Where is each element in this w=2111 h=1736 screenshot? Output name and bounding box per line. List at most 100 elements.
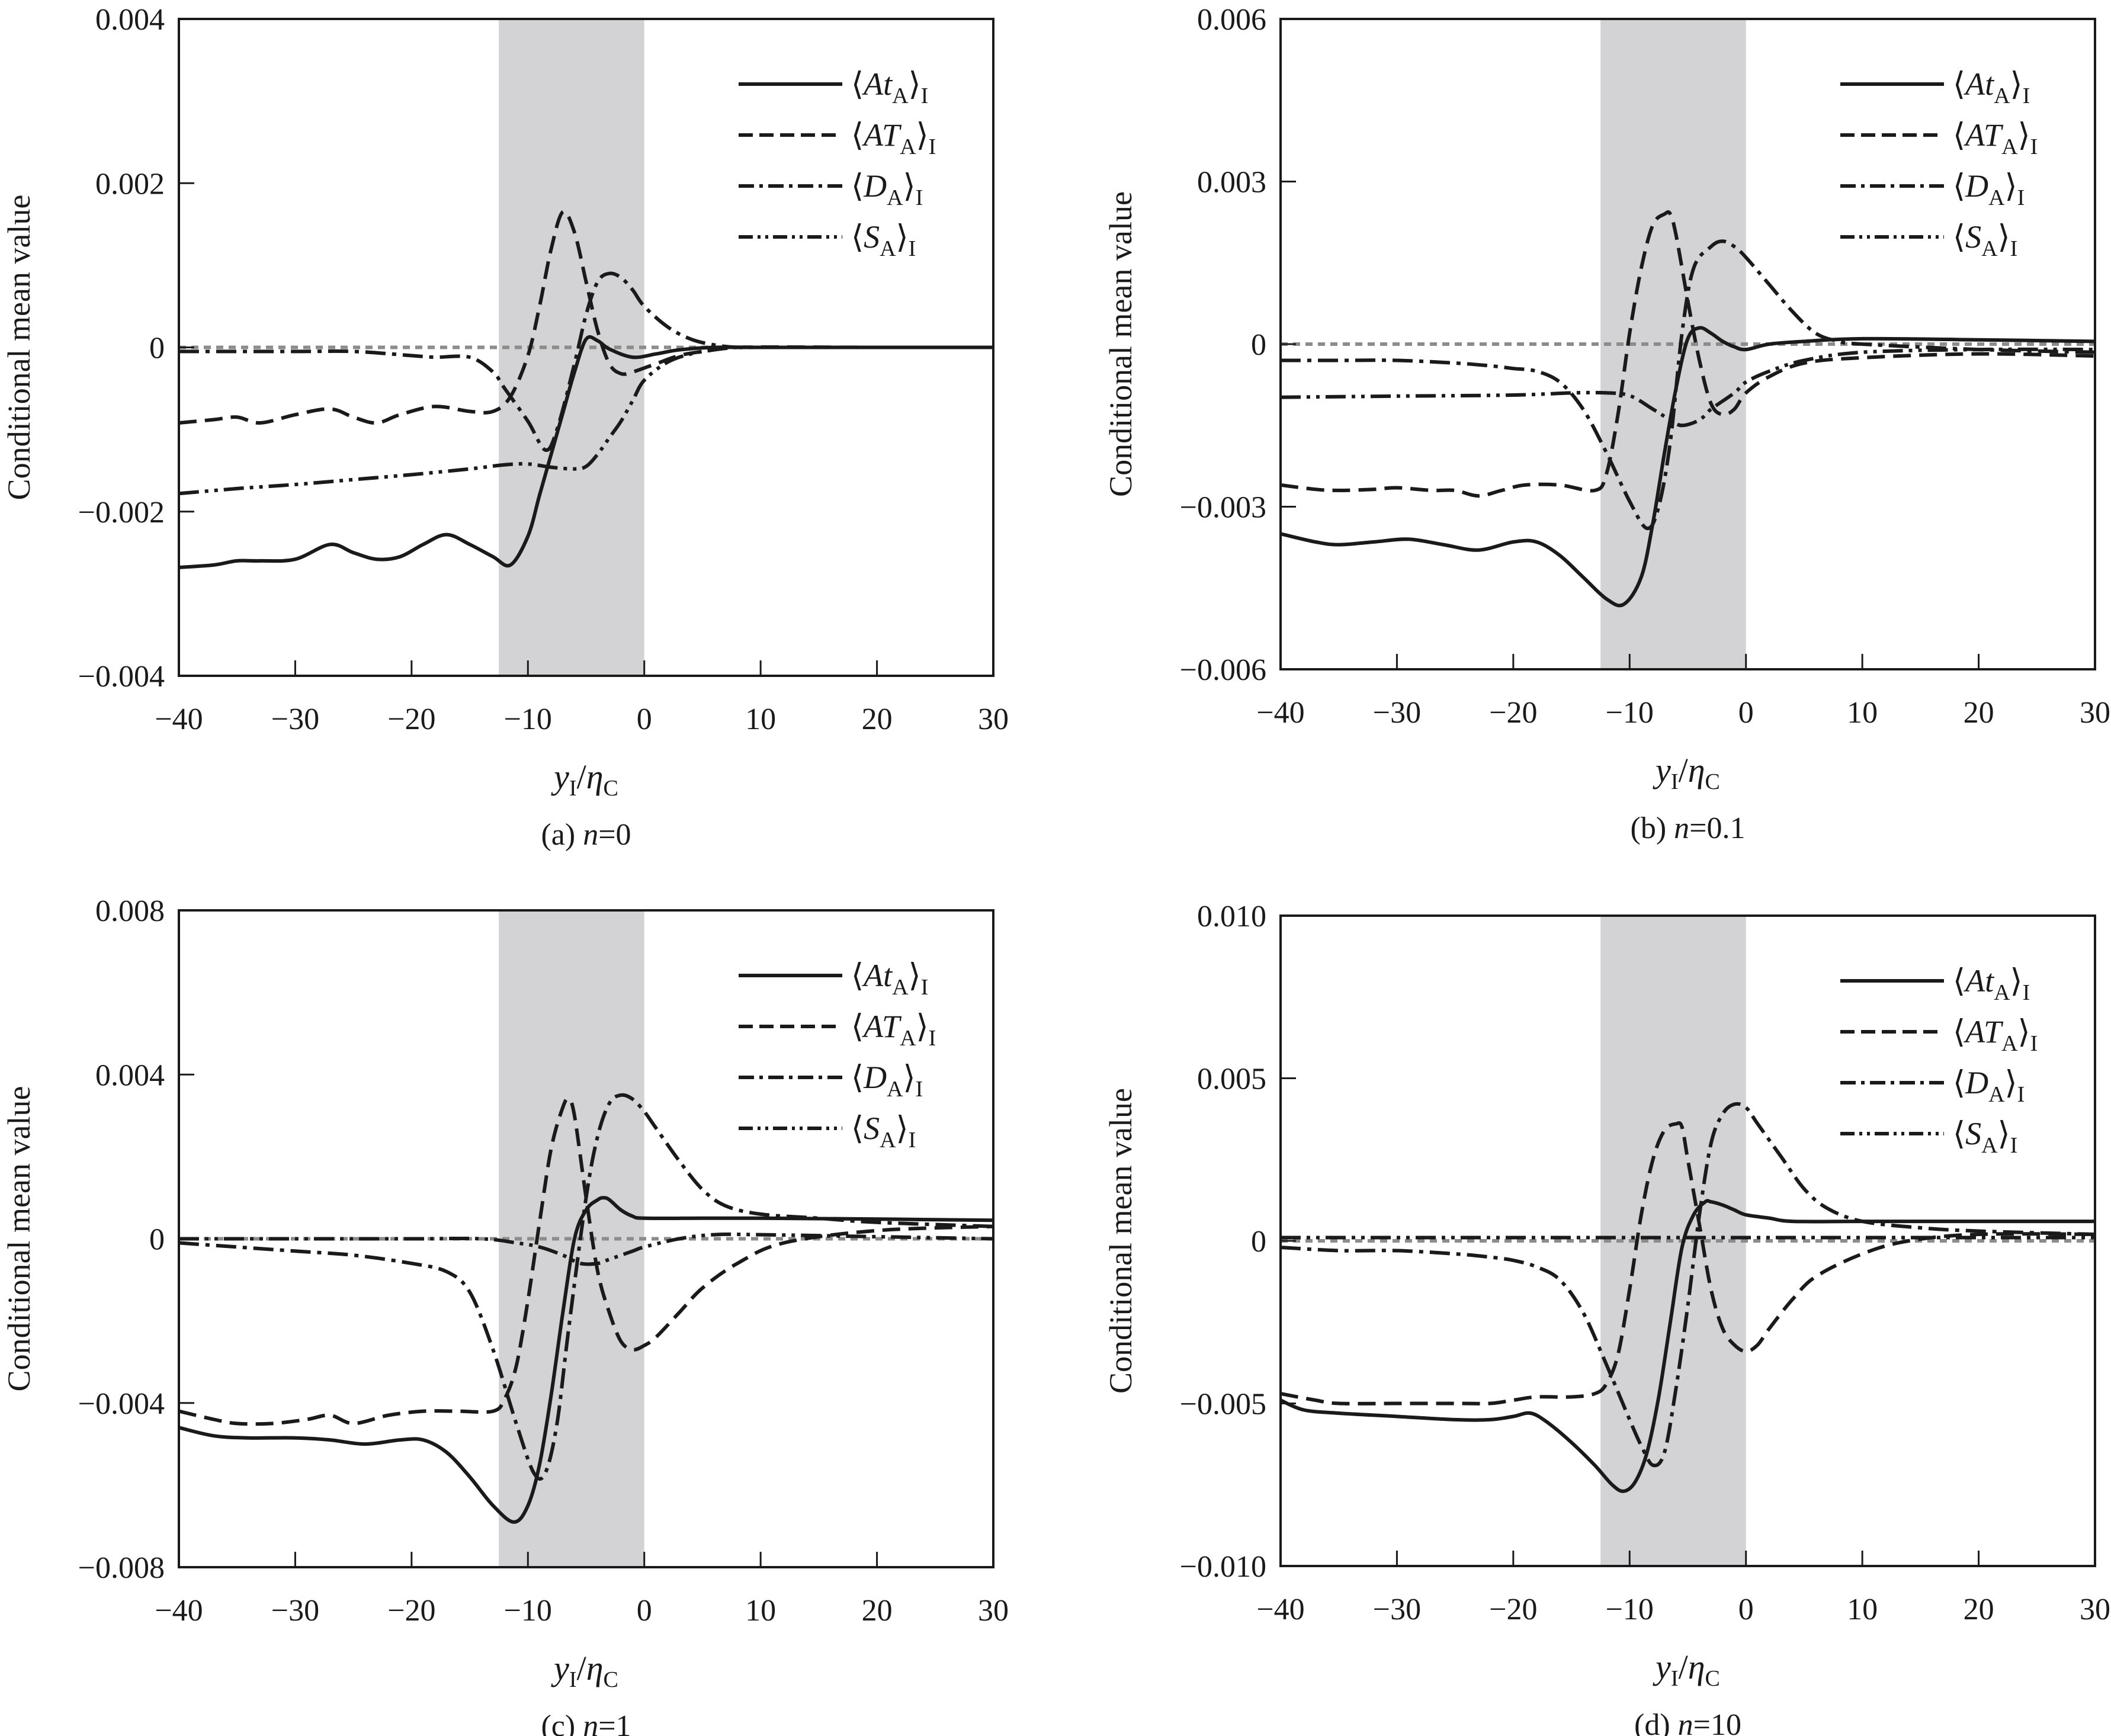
angle-close: ⟩: [2010, 963, 2023, 999]
legend-outer-subscript: I: [921, 975, 929, 1000]
legend-symbol: S: [864, 219, 880, 255]
angle-close: ⟩: [896, 219, 909, 255]
legend-subscript: A: [1981, 236, 1998, 261]
x-tick-label: −30: [1373, 1593, 1421, 1626]
x-axis-label: yI/ηC: [1653, 751, 1720, 794]
caption-prefix: (d): [1634, 1708, 1678, 1736]
legend-label: ⟨SA⟩I: [1953, 1116, 2017, 1158]
x-label-part: /: [1679, 751, 1689, 790]
legend-subscript: A: [892, 975, 909, 1000]
y-tick-label: −0.004: [78, 1387, 165, 1421]
y-tick-label: −0.005: [1180, 1388, 1266, 1421]
angle-open: ⟨: [851, 1060, 864, 1095]
x-label-part: y: [1653, 1648, 1671, 1686]
y-tick-label: 0.010: [1197, 900, 1266, 933]
legend-label: ⟨SA⟩I: [851, 1111, 916, 1153]
legend-subscript: A: [1994, 84, 2010, 108]
x-tick-label: −40: [1256, 1593, 1304, 1626]
x-tick-label: −20: [387, 702, 435, 736]
legend-symbol: S: [1965, 219, 1981, 255]
x-tick-label: 0: [637, 702, 652, 736]
legend-label: ⟨ATA⟩I: [1953, 1014, 2038, 1056]
legend: ⟨AtA⟩I⟨ATA⟩I⟨DA⟩I⟨SA⟩I: [739, 958, 936, 1153]
legend-outer-subscript: I: [2017, 1082, 2025, 1107]
legend-outer-subscript: I: [929, 1026, 936, 1051]
angle-close: ⟩: [2005, 1065, 2017, 1100]
x-label-subscript: I: [569, 1667, 577, 1692]
panel-c: −40 −30 −20 −10 0 10 20 30 −0.008 −0.004 0 0.004 0.0…: [1, 894, 1009, 1736]
y-tick-label: 0: [149, 332, 165, 365]
x-label-part: y: [551, 758, 569, 796]
caption-variable: n: [1678, 1708, 1693, 1736]
legend-label: ⟨AtA⟩I: [851, 958, 928, 1000]
legend-outer-subscript: I: [2010, 1133, 2018, 1158]
legend-subscript: A: [892, 84, 909, 108]
x-tick-label: −40: [1256, 696, 1304, 730]
y-tick-label: 0.004: [95, 1058, 165, 1092]
panel-caption: (a) n=0: [541, 818, 631, 852]
panel-caption: (b) n=0.1: [1631, 811, 1746, 845]
legend-outer-subscript: I: [2017, 185, 2025, 210]
caption-variable: n: [583, 818, 598, 852]
legend-outer-subscript: I: [2023, 84, 2030, 108]
y-tick-label: 0: [149, 1223, 165, 1257]
angle-open: ⟨: [851, 1009, 864, 1044]
legend-label: ⟨DA⟩I: [851, 1060, 923, 1102]
legend-symbol: S: [1965, 1116, 1981, 1151]
legend-subscript: A: [880, 1128, 896, 1153]
legend-subscript: A: [2001, 134, 2018, 159]
x-tick-label: 10: [1847, 696, 1878, 730]
x-label-part: y: [1653, 751, 1671, 790]
x-tick-label: 30: [978, 1594, 1009, 1628]
angle-open: ⟨: [851, 66, 864, 102]
x-axis-label: yI/ηC: [551, 758, 618, 801]
legend-outer-subscript: I: [2030, 1031, 2038, 1056]
x-tick-label: −30: [271, 1594, 319, 1628]
legend-symbol: At: [1964, 963, 1995, 999]
x-tick-label: 0: [637, 1594, 652, 1628]
x-tick-label: 30: [2080, 696, 2110, 730]
y-tick-label: 0.008: [95, 894, 165, 928]
legend-symbol: AT: [1964, 1014, 2004, 1050]
legend-symbol: D: [1965, 168, 1988, 204]
legend-label: ⟨AtA⟩I: [1953, 963, 2030, 1005]
x-tick-label: 10: [745, 702, 776, 736]
panel-d: −40 −30 −20 −10 0 10 20 30 −0.010 −0.005 0 0.005 0.0…: [1103, 900, 2110, 1736]
legend-subscript: A: [2001, 1031, 2018, 1056]
x-tick-label: −30: [271, 702, 319, 736]
y-tick-label: 0: [1251, 328, 1266, 362]
angle-open: ⟨: [851, 1111, 864, 1146]
legend-symbol: At: [1964, 66, 1995, 102]
x-tick-label: −20: [387, 1594, 435, 1628]
legend-subscript: A: [880, 236, 896, 261]
panel-caption: (d) n=10: [1634, 1708, 1741, 1736]
legend-outer-subscript: I: [909, 1128, 916, 1153]
x-tick-label: −10: [1606, 696, 1654, 730]
angle-close: ⟩: [916, 1009, 929, 1044]
x-label-subscript: I: [569, 776, 577, 801]
angle-close: ⟩: [909, 66, 921, 102]
x-tick-label: −10: [1606, 1593, 1654, 1626]
x-label-subscript: I: [1671, 1666, 1679, 1691]
legend-subscript: A: [1988, 185, 2005, 210]
legend-outer-subscript: I: [2023, 980, 2030, 1005]
legend-subscript: A: [900, 134, 916, 159]
caption-prefix: (b): [1631, 811, 1674, 845]
legend: ⟨AtA⟩I⟨ATA⟩I⟨DA⟩I⟨SA⟩I: [1840, 66, 2038, 261]
series-line-dashdot: [1281, 239, 2095, 531]
legend-outer-subscript: I: [921, 84, 929, 108]
angle-open: ⟨: [851, 958, 864, 993]
angle-close: ⟩: [1998, 219, 2010, 255]
x-tick-label: −10: [504, 702, 552, 736]
angle-open: ⟨: [851, 117, 864, 153]
legend-outer-subscript: I: [909, 236, 916, 261]
legend-subscript: A: [887, 185, 903, 210]
y-axis-label: Conditional mean value: [1, 195, 37, 500]
angle-close: ⟩: [1998, 1116, 2010, 1151]
x-label-part: /: [577, 758, 587, 796]
legend-symbol: D: [863, 168, 887, 204]
legend-label: ⟨DA⟩I: [1953, 168, 2025, 210]
series-line-dashdot: [1281, 1102, 2095, 1468]
x-label-part: η: [1688, 751, 1705, 790]
